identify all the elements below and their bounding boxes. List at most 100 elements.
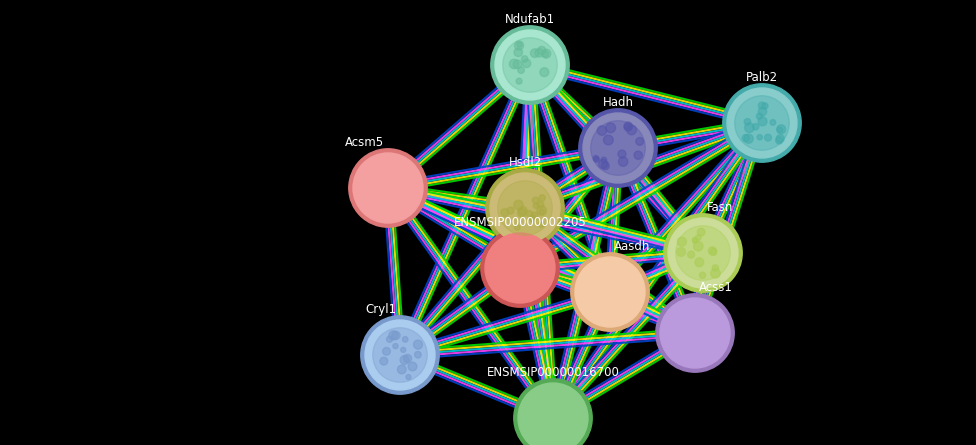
Text: Cryl1: Cryl1 — [365, 303, 396, 316]
Circle shape — [415, 352, 422, 358]
Circle shape — [745, 123, 754, 133]
Circle shape — [619, 157, 628, 166]
Text: Acss1: Acss1 — [699, 281, 733, 294]
Circle shape — [776, 134, 785, 142]
Circle shape — [758, 107, 767, 116]
Circle shape — [756, 113, 762, 119]
Circle shape — [625, 123, 631, 131]
Circle shape — [531, 49, 539, 57]
Circle shape — [397, 365, 406, 374]
Circle shape — [693, 238, 698, 243]
Circle shape — [535, 49, 544, 57]
Circle shape — [603, 135, 613, 145]
Circle shape — [383, 348, 390, 355]
Circle shape — [777, 127, 783, 133]
Circle shape — [516, 78, 522, 84]
Circle shape — [485, 233, 555, 303]
Circle shape — [490, 173, 560, 243]
Circle shape — [518, 383, 588, 445]
Circle shape — [735, 96, 790, 150]
Circle shape — [677, 237, 686, 246]
Circle shape — [348, 149, 427, 227]
Text: ENSMSIP00000002205: ENSMSIP00000002205 — [454, 216, 587, 229]
Circle shape — [392, 344, 398, 349]
Circle shape — [758, 117, 767, 126]
Circle shape — [539, 195, 546, 201]
Circle shape — [711, 268, 720, 278]
Circle shape — [601, 157, 607, 162]
Circle shape — [624, 122, 632, 130]
Circle shape — [513, 200, 523, 210]
Circle shape — [518, 206, 527, 215]
Circle shape — [687, 251, 695, 258]
Circle shape — [758, 102, 765, 109]
Circle shape — [517, 42, 522, 47]
Circle shape — [676, 247, 685, 256]
Circle shape — [486, 169, 564, 247]
Circle shape — [757, 134, 762, 140]
Circle shape — [353, 153, 423, 223]
Circle shape — [414, 340, 423, 349]
Circle shape — [692, 238, 697, 243]
Circle shape — [542, 49, 550, 58]
Circle shape — [697, 228, 705, 236]
Circle shape — [695, 258, 704, 267]
Circle shape — [540, 68, 549, 77]
Circle shape — [675, 226, 730, 280]
Circle shape — [386, 336, 392, 342]
Circle shape — [598, 159, 608, 169]
Circle shape — [583, 113, 653, 183]
Circle shape — [517, 209, 526, 217]
Circle shape — [514, 41, 523, 50]
Circle shape — [495, 30, 565, 100]
Circle shape — [522, 59, 531, 68]
Circle shape — [491, 26, 569, 104]
Text: ENSMSIP00000016700: ENSMSIP00000016700 — [487, 366, 620, 379]
Circle shape — [529, 215, 536, 222]
Circle shape — [373, 328, 427, 382]
Circle shape — [606, 123, 616, 133]
Circle shape — [752, 124, 759, 130]
Circle shape — [593, 155, 598, 161]
Circle shape — [365, 320, 435, 390]
Circle shape — [744, 134, 753, 143]
Circle shape — [391, 331, 400, 340]
Circle shape — [513, 60, 522, 69]
Circle shape — [777, 125, 786, 134]
Circle shape — [723, 84, 801, 162]
Circle shape — [403, 354, 412, 363]
Circle shape — [498, 181, 552, 235]
Circle shape — [518, 67, 524, 73]
Circle shape — [514, 225, 520, 230]
Circle shape — [776, 137, 783, 144]
Text: Ndufab1: Ndufab1 — [505, 13, 555, 26]
Circle shape — [406, 375, 411, 380]
Circle shape — [537, 206, 547, 215]
Circle shape — [668, 218, 738, 288]
Circle shape — [501, 209, 508, 217]
Text: Hsdl2: Hsdl2 — [508, 156, 542, 169]
Circle shape — [709, 247, 716, 255]
Circle shape — [664, 214, 742, 292]
Circle shape — [571, 253, 649, 331]
Circle shape — [597, 126, 607, 135]
Circle shape — [538, 46, 546, 54]
Circle shape — [579, 109, 657, 187]
Circle shape — [514, 48, 522, 57]
Circle shape — [627, 125, 636, 135]
Text: Hadh: Hadh — [602, 96, 633, 109]
Circle shape — [361, 316, 439, 394]
Circle shape — [742, 134, 750, 142]
Circle shape — [388, 331, 398, 340]
Circle shape — [521, 56, 528, 62]
Circle shape — [656, 294, 734, 372]
Circle shape — [575, 257, 645, 327]
Circle shape — [593, 157, 599, 162]
Circle shape — [401, 347, 406, 352]
Circle shape — [509, 59, 518, 69]
Circle shape — [481, 229, 559, 307]
Circle shape — [402, 336, 408, 342]
Circle shape — [532, 197, 539, 203]
Text: Fasn: Fasn — [707, 201, 733, 214]
Circle shape — [400, 356, 409, 364]
